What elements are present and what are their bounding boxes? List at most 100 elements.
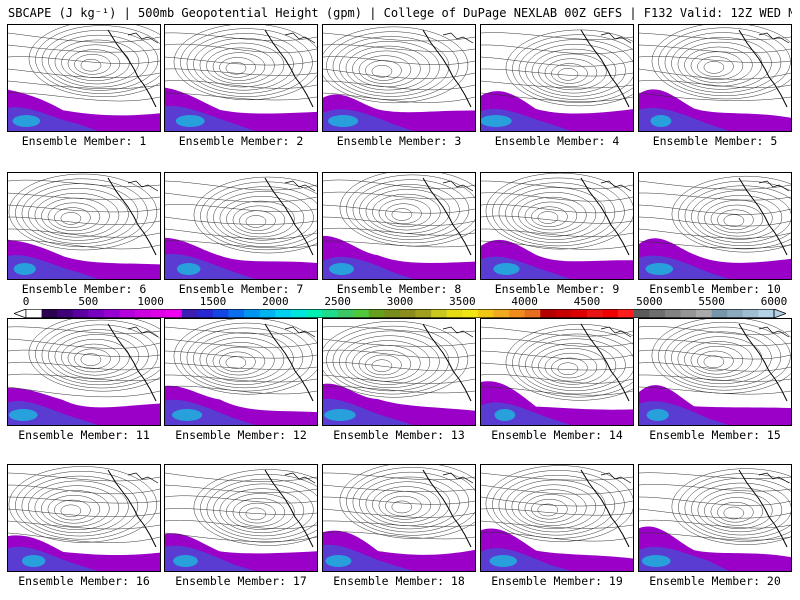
ensemble-map-panel (164, 464, 318, 572)
colorbar-swatch (368, 309, 385, 318)
ensemble-member-caption: Ensemble Member: 4 (494, 134, 620, 148)
colorbar-swatch (555, 309, 572, 318)
colorbar-swatch (337, 309, 354, 318)
colorbar-tick-label: 4500 (573, 295, 601, 308)
colorbar-swatch (664, 309, 681, 318)
ensemble-map-panel (7, 172, 161, 280)
ensemble-map-panel (480, 24, 634, 132)
colorbar-tick-label: 1500 (199, 295, 227, 308)
ensemble-map-panel (638, 24, 792, 132)
ensemble-member-caption: Ensemble Member: 17 (175, 574, 307, 588)
ensemble-member-caption: Ensemble Member: 19 (491, 574, 623, 588)
colorbar-tick-label: 5500 (698, 295, 725, 308)
colorbar-swatch (727, 309, 744, 318)
colorbar-swatch (696, 309, 712, 318)
colorbar-tick-label: 2000 (262, 295, 289, 308)
colorbar-tick-label: 3000 (386, 295, 414, 308)
colorbar-swatch (290, 309, 307, 318)
colorbar-tick-label: 5000 (636, 295, 663, 308)
ensemble-map-panel (164, 318, 318, 426)
colorbar-swatch (431, 309, 448, 318)
ensemble-map-panel (480, 172, 634, 280)
ensemble-map-panel (638, 172, 792, 280)
colorbar-swatch (477, 309, 494, 318)
colorbar-swatch (228, 309, 245, 318)
colorbar-swatch (711, 309, 728, 318)
ensemble-member-caption: Ensemble Member: 9 (494, 282, 620, 296)
colorbar-swatch (353, 309, 370, 318)
colorbar-tick-label: 1000 (137, 295, 164, 308)
colorbar-swatch (633, 309, 650, 318)
sbcape-colorbar (14, 309, 786, 318)
colorbar-swatch (649, 309, 666, 318)
ensemble-member-caption: Ensemble Member: 1 (21, 134, 147, 148)
colorbar-tick-label: 500 (78, 295, 99, 308)
colorbar-swatch (275, 309, 292, 318)
colorbar-swatch (166, 309, 183, 318)
colorbar-swatch (57, 309, 74, 318)
ensemble-member-caption: Ensemble Member: 5 (652, 134, 778, 148)
colorbar-swatch (602, 309, 619, 318)
colorbar-tick-label: 4000 (511, 295, 538, 308)
ensemble-map-panel (638, 318, 792, 426)
colorbar-swatch (259, 309, 276, 318)
colorbar-max-arrow (773, 309, 786, 318)
ensemble-map-panel (7, 318, 161, 426)
ensemble-member-caption: Ensemble Member: 13 (333, 428, 465, 442)
ensemble-member-caption: Ensemble Member: 6 (21, 282, 147, 296)
ensemble-member-caption: Ensemble Member: 8 (336, 282, 462, 296)
ensemble-map-panel (7, 24, 161, 132)
colorbar-swatch (181, 309, 198, 318)
colorbar-swatch (446, 309, 463, 318)
colorbar-swatch (72, 309, 89, 318)
ensemble-map-panel (322, 318, 476, 426)
colorbar-swatch (26, 309, 42, 318)
colorbar-tick-label: 6000 (760, 295, 788, 308)
colorbar-swatch (244, 309, 261, 318)
ensemble-member-caption: Ensemble Member: 2 (178, 134, 304, 148)
colorbar-swatch (213, 309, 229, 318)
ensemble-map-panel (322, 24, 476, 132)
colorbar-swatch (758, 309, 775, 318)
colorbar-swatch (41, 309, 58, 318)
ensemble-map-panel (638, 464, 792, 572)
colorbar-swatch (150, 309, 167, 318)
colorbar-swatch (415, 309, 432, 318)
colorbar-swatch (135, 309, 151, 318)
colorbar-swatch (587, 309, 603, 318)
page-title: SBCAPE (J kg⁻¹) | 500mb Geopotential Hei… (8, 6, 792, 20)
ensemble-member-caption: Ensemble Member: 16 (18, 574, 150, 588)
ensemble-member-caption: Ensemble Member: 11 (18, 428, 150, 442)
ensemble-map-panel (480, 318, 634, 426)
ensemble-map-panel (480, 464, 634, 572)
colorbar-swatch (384, 309, 401, 318)
colorbar-swatch (571, 309, 588, 318)
colorbar-swatch (680, 309, 697, 318)
ensemble-map-panel (322, 172, 476, 280)
ensemble-member-caption: Ensemble Member: 14 (491, 428, 623, 442)
ensemble-member-caption: Ensemble Member: 12 (175, 428, 307, 442)
colorbar-swatch (400, 309, 416, 318)
ensemble-map-panel (164, 172, 318, 280)
ensemble-member-caption: Ensemble Member: 10 (649, 282, 781, 296)
ensemble-member-caption: Ensemble Member: 3 (336, 134, 462, 148)
colorbar-swatch (540, 309, 557, 318)
colorbar-swatch (197, 309, 214, 318)
colorbar-swatch (742, 309, 759, 318)
colorbar-tick-label: 0 (22, 295, 30, 308)
colorbar-swatch (524, 309, 541, 318)
colorbar-tick-label: 2500 (324, 295, 351, 308)
colorbar-swatch (618, 309, 635, 318)
colorbar-swatch (103, 309, 120, 318)
ensemble-member-caption: Ensemble Member: 20 (649, 574, 781, 588)
colorbar-swatch (462, 309, 479, 318)
ensemble-member-caption: Ensemble Member: 15 (649, 428, 781, 442)
ensemble-map-panel (7, 464, 161, 572)
colorbar-swatch (322, 309, 338, 318)
colorbar-swatch (493, 309, 510, 318)
colorbar-swatch (119, 309, 136, 318)
colorbar-swatch (88, 309, 105, 318)
colorbar-swatch (306, 309, 323, 318)
colorbar-min-arrow (14, 309, 27, 318)
